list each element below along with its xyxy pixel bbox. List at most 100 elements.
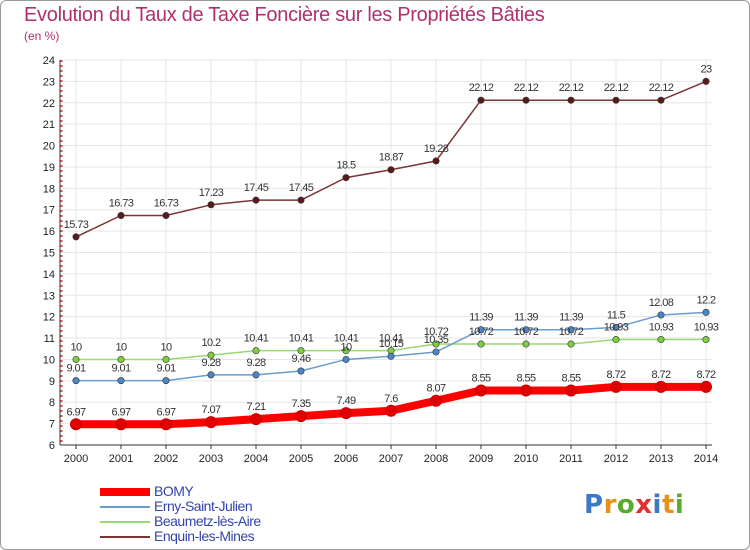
data-point (340, 407, 352, 420)
data-point (567, 340, 575, 348)
data-point (252, 371, 260, 379)
data-point (72, 355, 80, 363)
data-label: 22.12 (469, 82, 494, 94)
y-tick-label: 14 (43, 269, 55, 281)
data-point (342, 174, 350, 182)
data-label: 10.41 (244, 333, 269, 345)
legend-swatch (100, 488, 150, 496)
data-label: 18.5 (336, 160, 355, 172)
data-point (477, 340, 485, 348)
chart-title: Evolution du Taux de Taxe Foncière sur l… (24, 4, 545, 26)
data-label: 22.12 (604, 82, 629, 94)
data-label: 8.72 (606, 369, 625, 381)
x-tick-label: 2007 (379, 453, 403, 465)
data-point (115, 418, 127, 431)
data-label: 9.28 (201, 357, 220, 369)
chart-unit-label: (en %) (24, 29, 60, 43)
data-point (565, 384, 577, 397)
x-tick-label: 2005 (289, 453, 313, 465)
data-label: 7.07 (201, 404, 220, 416)
data-point (432, 340, 440, 348)
data-label: 15.73 (64, 219, 89, 231)
data-point (250, 413, 262, 426)
data-label: 10 (115, 341, 127, 353)
data-label: 10.72 (469, 326, 494, 338)
data-point (72, 377, 80, 385)
data-point (72, 233, 80, 241)
data-point (252, 196, 260, 204)
data-point (700, 380, 712, 393)
data-label: 12.2 (696, 294, 715, 306)
data-point (522, 96, 530, 104)
data-point (295, 410, 307, 423)
logo-letter: o (616, 490, 636, 520)
data-point (475, 384, 487, 397)
logo-letter: x (635, 490, 653, 520)
data-point (702, 308, 710, 316)
data-point (567, 326, 575, 334)
x-tick-label: 2011 (559, 453, 583, 465)
data-label: 11.5 (607, 309, 626, 321)
logo-letter: P (584, 490, 604, 520)
y-tick-label: 20 (43, 141, 55, 153)
data-point (207, 201, 215, 209)
data-label: 8.55 (561, 372, 580, 384)
data-label: 10.41 (334, 333, 359, 345)
data-label: 8.55 (471, 372, 490, 384)
data-point (297, 347, 305, 355)
x-tick-label: 2001 (109, 453, 133, 465)
data-label: 19.28 (424, 143, 449, 155)
y-tick-label: 13 (43, 290, 55, 302)
data-label: 10 (160, 341, 172, 353)
data-label: 8.55 (516, 372, 535, 384)
data-point (432, 348, 440, 356)
y-tick-label: 12 (43, 312, 55, 324)
data-label: 6.97 (66, 406, 85, 418)
y-tick-label: 8 (49, 397, 55, 409)
data-point (657, 96, 665, 104)
data-label: 10.93 (694, 322, 719, 334)
data-point (70, 418, 82, 431)
data-point (612, 336, 620, 344)
data-label: 10.93 (649, 322, 674, 334)
data-label: 10.93 (604, 322, 629, 334)
x-tick-label: 2012 (604, 453, 628, 465)
data-point (430, 394, 442, 407)
data-label: 7.35 (291, 398, 310, 410)
data-label: 6.97 (111, 406, 130, 418)
legend-swatch (100, 506, 150, 508)
data-point (655, 380, 667, 393)
data-label: 9.28 (246, 357, 265, 369)
data-point (657, 311, 665, 319)
x-tick-label: 2010 (514, 453, 538, 465)
data-label: 12.08 (649, 297, 674, 309)
x-tick-label: 2014 (694, 453, 718, 465)
y-tick-label: 7 (49, 419, 55, 431)
data-point (477, 326, 485, 334)
y-tick-label: 17 (43, 205, 55, 217)
y-tick-label: 10 (43, 354, 55, 366)
data-label: 8.07 (426, 383, 445, 395)
data-label: 10.72 (514, 326, 539, 338)
y-tick-label: 9 (49, 376, 55, 388)
data-label: 11.39 (469, 312, 493, 324)
legend-label: Erny-Saint-Julien (154, 498, 253, 514)
data-point (522, 326, 530, 334)
data-point (477, 96, 485, 104)
data-point (297, 367, 305, 375)
data-point (342, 347, 350, 355)
data-label: 9.01 (66, 363, 85, 375)
data-label: 10.72 (559, 326, 584, 338)
y-tick-label: 24 (43, 55, 55, 67)
data-label: 10 (340, 341, 352, 353)
legend-label: Enquin-les-Mines (154, 528, 255, 544)
data-label: 18.87 (379, 152, 404, 164)
data-point (252, 347, 260, 355)
data-label: 17.45 (244, 182, 269, 194)
data-point (342, 355, 350, 363)
data-point (702, 77, 710, 85)
data-point (117, 377, 125, 385)
y-tick-label: 19 (43, 162, 55, 174)
